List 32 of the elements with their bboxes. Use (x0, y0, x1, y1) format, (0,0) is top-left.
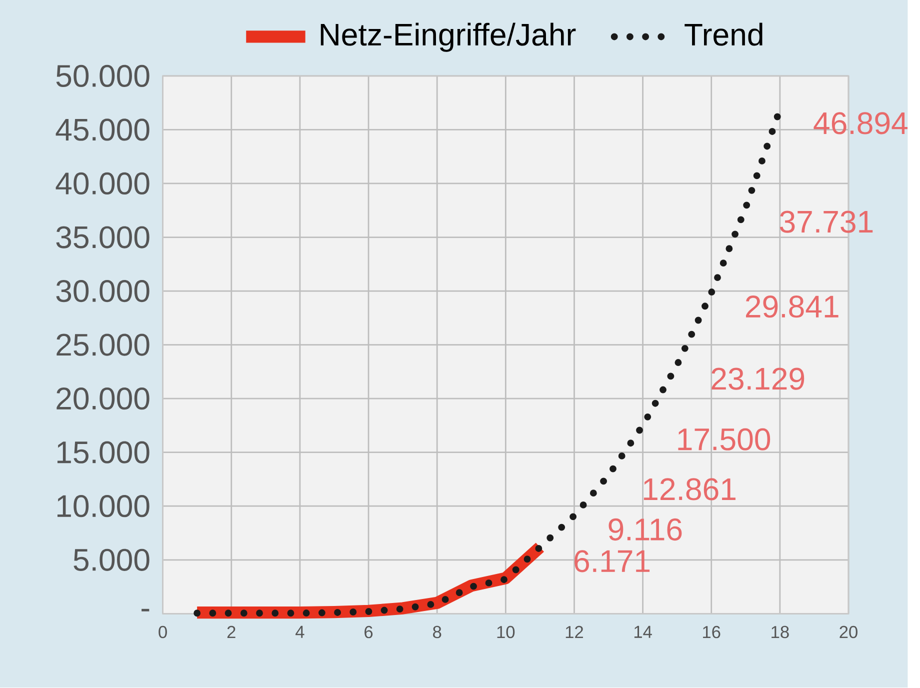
y-tick-label: 15.000 (57, 441, 150, 464)
x-tick-label: 20 (840, 626, 858, 638)
x-tick-label: 4 (296, 626, 304, 638)
x-tick-label: 6 (364, 626, 373, 638)
x-tick-label: 8 (433, 626, 442, 638)
x-tick-label: 18 (772, 626, 789, 638)
x-tick-label: 0 (158, 626, 167, 638)
data-label: 29.841 (746, 296, 838, 318)
x-tick-label: 10 (497, 626, 515, 638)
legend-label: Trend (684, 22, 762, 46)
y-tick-label: 5.000 (74, 548, 150, 572)
y-tick-label: 20.000 (56, 388, 150, 410)
x-tick-label: 16 (703, 626, 720, 638)
y-tick-label: 30.000 (56, 280, 150, 302)
legend-label: Netz-Eingriffe/Jahr (320, 22, 576, 52)
x-tick-label: 14 (634, 626, 652, 638)
y-tick-label: 40.000 (56, 172, 150, 195)
y-tick-label: - (142, 609, 150, 612)
data-label: 37.731 (780, 210, 873, 233)
y-tick-label: 10.000 (57, 495, 150, 518)
data-label: 9.116 (608, 518, 682, 541)
data-label: 17.500 (678, 428, 770, 451)
data-label: 46.894 (814, 112, 908, 134)
y-tick-label: 50.000 (56, 65, 150, 88)
y-tick-label: 45.000 (56, 118, 150, 141)
data-label: 23.129 (712, 368, 804, 390)
y-tick-label: 25.000 (56, 334, 150, 356)
x-tick-label: 12 (566, 626, 583, 638)
y-tick-label: 35.000 (56, 226, 150, 249)
x-tick-label: 2 (227, 626, 236, 638)
data-label: 12.861 (644, 478, 736, 500)
data-label: 6.171 (574, 550, 650, 572)
